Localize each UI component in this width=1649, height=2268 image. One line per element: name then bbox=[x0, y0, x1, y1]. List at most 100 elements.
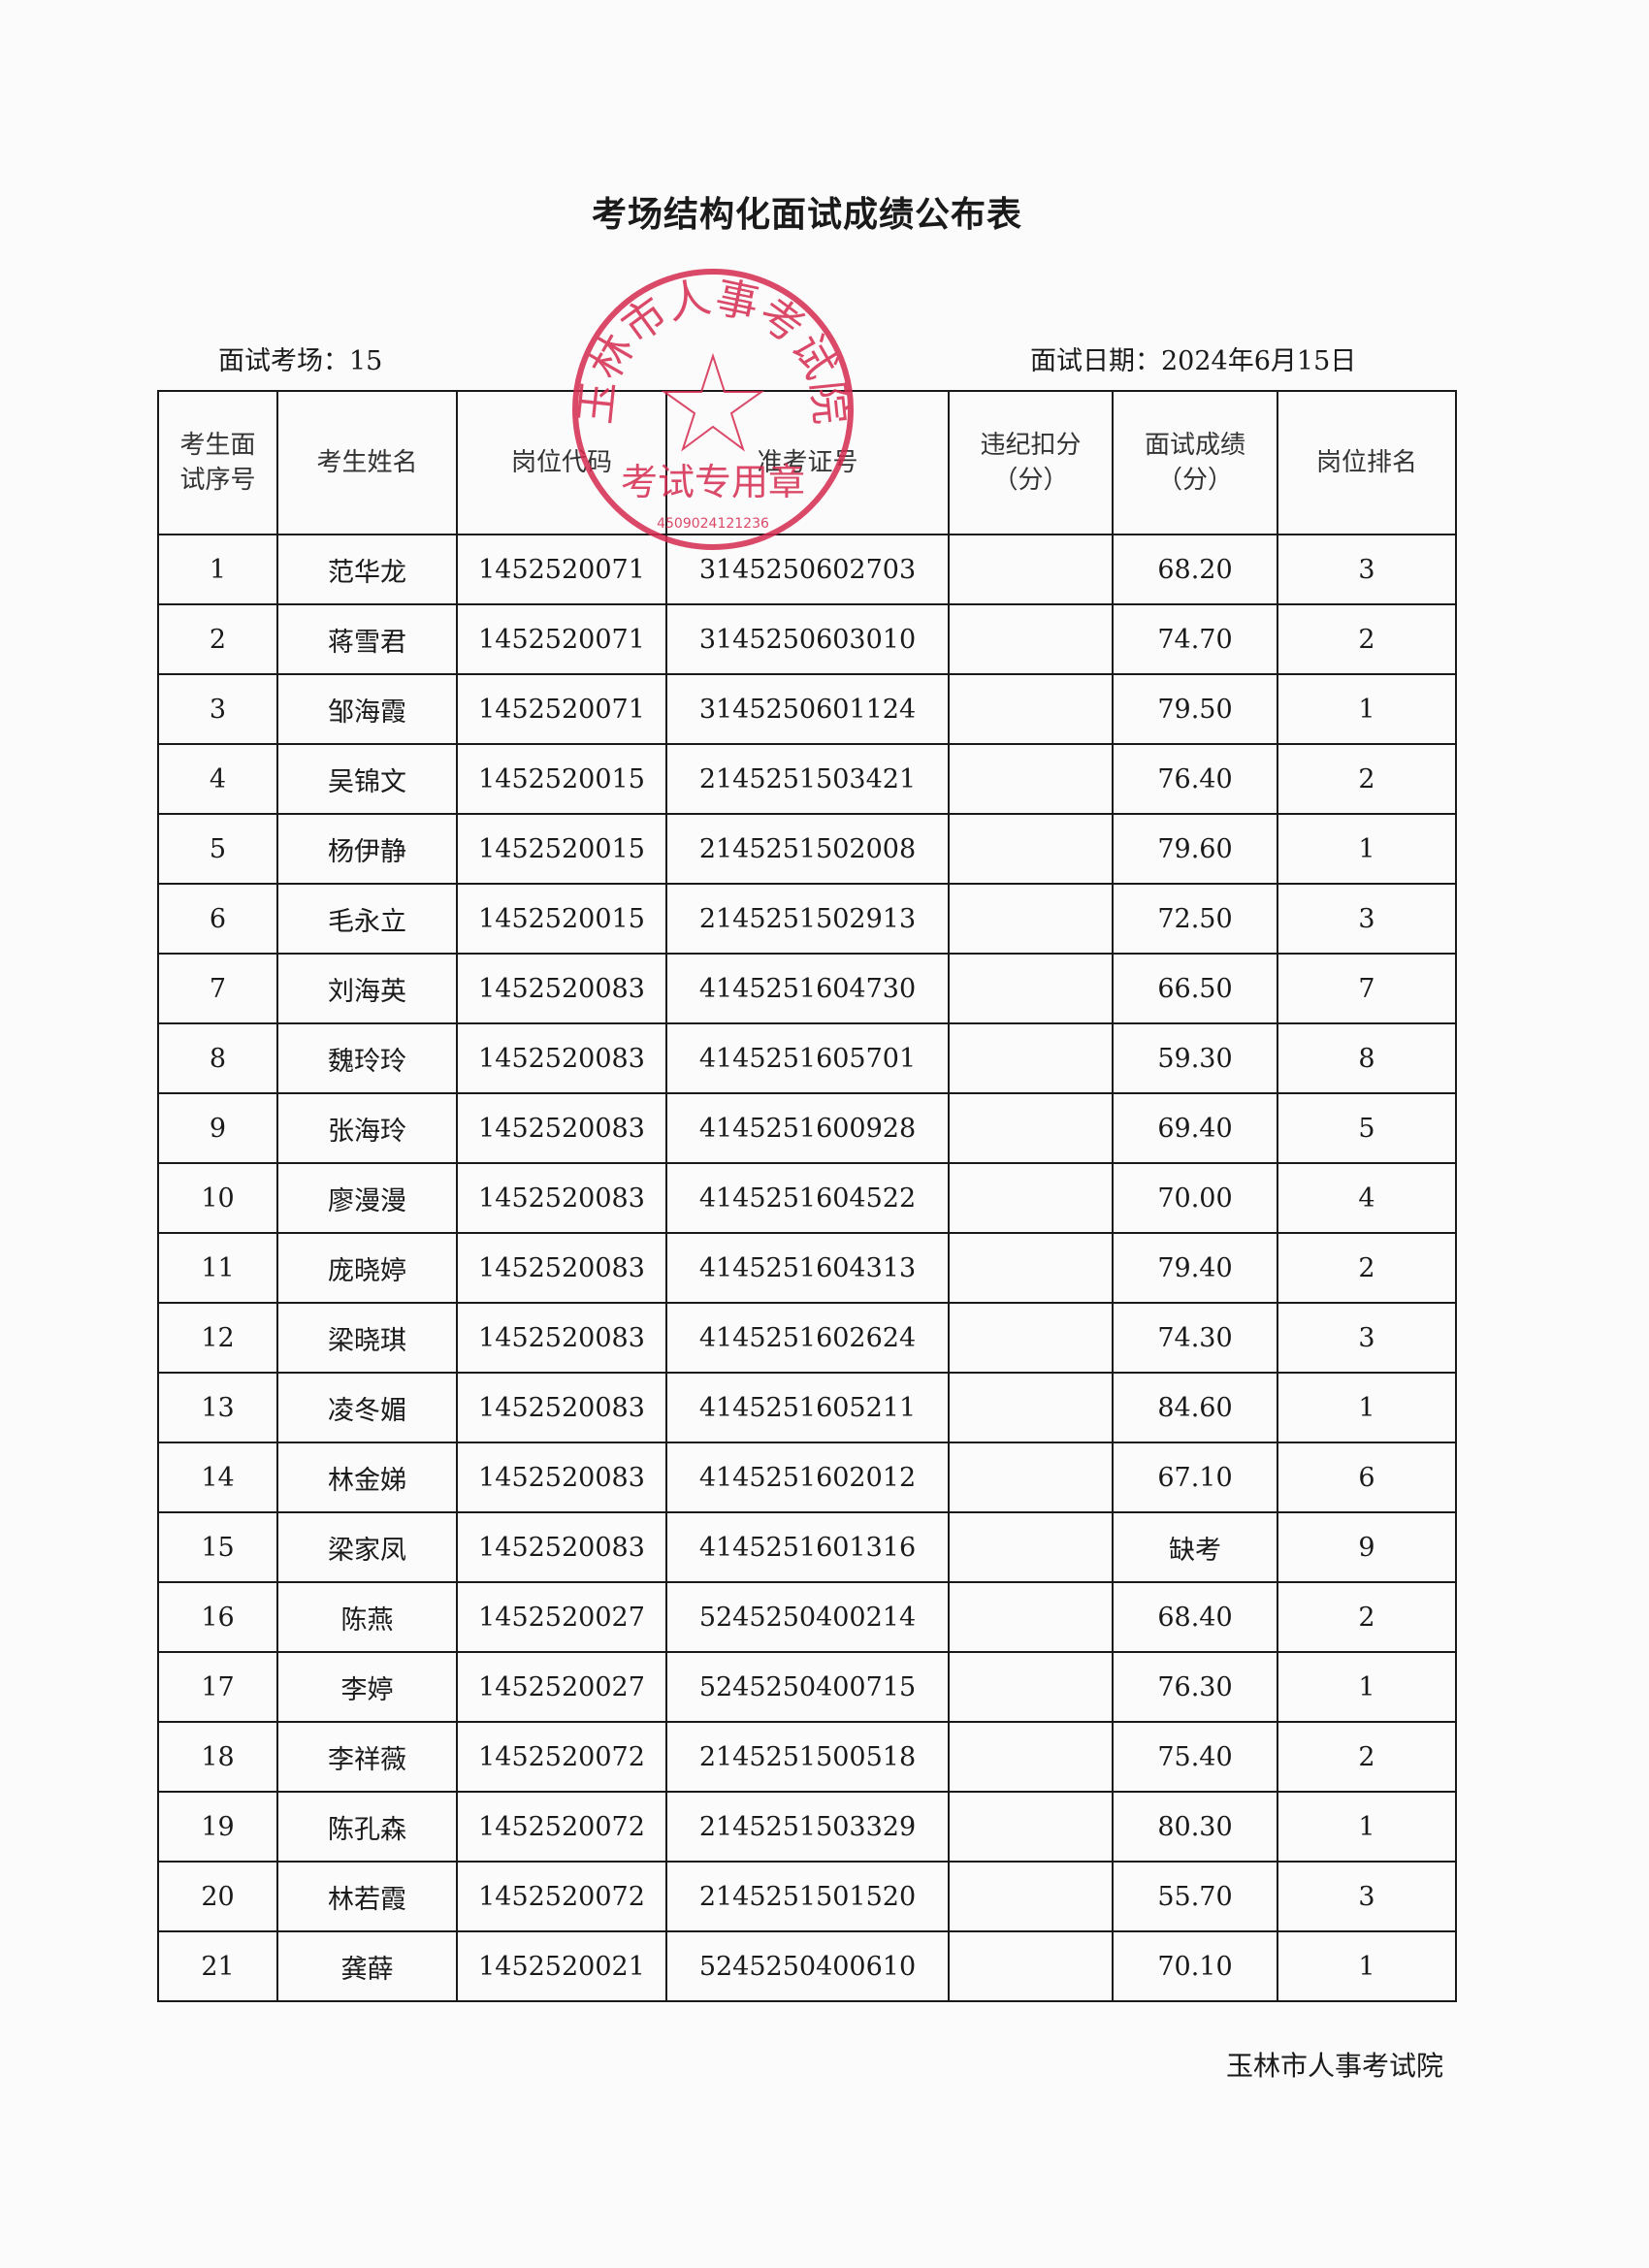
cell-score: 69.40 bbox=[1112, 1092, 1278, 1164]
table-body: 1 范华龙 1452520071 3145250602703 68.20 3 2 蒋雪君 145… bbox=[157, 534, 1457, 2002]
cell-score: 74.30 bbox=[1112, 1302, 1278, 1374]
cell-ticket-no: 4145251602012 bbox=[665, 1442, 950, 1513]
cell-seq: 16 bbox=[157, 1581, 278, 1653]
cell-rank: 6 bbox=[1277, 1442, 1457, 1513]
cell-seq: 21 bbox=[157, 1930, 278, 2002]
cell-deduction bbox=[948, 1511, 1114, 1583]
cell-seq: 6 bbox=[157, 883, 278, 955]
table-row: 3 邹海霞 1452520071 3145250601124 79.50 1 bbox=[157, 673, 1457, 745]
cell-seq: 17 bbox=[157, 1651, 278, 1723]
cell-score: 76.40 bbox=[1112, 743, 1278, 815]
cell-score: 68.20 bbox=[1112, 534, 1278, 605]
cell-rank: 2 bbox=[1277, 603, 1457, 675]
cell-score: 79.50 bbox=[1112, 673, 1278, 745]
cell-post-code: 1452520015 bbox=[456, 883, 667, 955]
cell-deduction bbox=[948, 1372, 1114, 1443]
cell-deduction bbox=[948, 1581, 1114, 1653]
header-col-post-code: 岗位代码 bbox=[456, 390, 667, 535]
cell-score: 76.30 bbox=[1112, 1651, 1278, 1723]
cell-seq: 11 bbox=[157, 1232, 278, 1304]
cell-name: 张海玲 bbox=[276, 1092, 458, 1164]
header-col-deduction: 违纪扣分（分） bbox=[948, 390, 1114, 535]
cell-seq: 18 bbox=[157, 1721, 278, 1793]
table-row: 1 范华龙 1452520071 3145250602703 68.20 3 bbox=[157, 534, 1457, 605]
cell-rank: 3 bbox=[1277, 883, 1457, 955]
cell-ticket-no: 2145251503421 bbox=[665, 743, 950, 815]
table-row: 13 凌冬媚 1452520083 4145251605211 84.60 1 bbox=[157, 1372, 1457, 1443]
cell-seq: 13 bbox=[157, 1372, 278, 1443]
table-row: 20 林若霞 1452520072 2145251501520 55.70 3 bbox=[157, 1861, 1457, 1932]
cell-seq: 10 bbox=[157, 1162, 278, 1234]
cell-post-code: 1452520083 bbox=[456, 1092, 667, 1164]
cell-name: 邹海霞 bbox=[276, 673, 458, 745]
table-row: 17 李婷 1452520027 5245250400715 76.30 1 bbox=[157, 1651, 1457, 1723]
cell-post-code: 1452520027 bbox=[456, 1651, 667, 1723]
cell-deduction bbox=[948, 813, 1114, 885]
cell-rank: 1 bbox=[1277, 1930, 1457, 2002]
cell-score: 70.10 bbox=[1112, 1930, 1278, 2002]
cell-deduction bbox=[948, 1721, 1114, 1793]
cell-deduction bbox=[948, 1930, 1114, 2002]
cell-ticket-no: 4145251602624 bbox=[665, 1302, 950, 1374]
cell-seq: 9 bbox=[157, 1092, 278, 1164]
cell-seq: 14 bbox=[157, 1442, 278, 1513]
cell-ticket-no: 4145251604522 bbox=[665, 1162, 950, 1234]
cell-name: 龚薛 bbox=[276, 1930, 458, 2002]
page-title: 考场结构化面试成绩公布表 bbox=[591, 195, 1022, 235]
table-row: 16 陈燕 1452520027 5245250400214 68.40 2 bbox=[157, 1581, 1457, 1653]
cell-name: 毛永立 bbox=[276, 883, 458, 955]
cell-rank: 7 bbox=[1277, 953, 1457, 1024]
cell-post-code: 1452520071 bbox=[456, 673, 667, 745]
cell-post-code: 1452520072 bbox=[456, 1791, 667, 1863]
cell-name: 廖漫漫 bbox=[276, 1162, 458, 1234]
cell-post-code: 1452520072 bbox=[456, 1861, 667, 1932]
cell-deduction bbox=[948, 673, 1114, 745]
cell-rank: 2 bbox=[1277, 743, 1457, 815]
table-row: 5 杨伊静 1452520015 2145251502008 79.60 1 bbox=[157, 813, 1457, 885]
cell-seq: 19 bbox=[157, 1791, 278, 1863]
header-col-name: 考生姓名 bbox=[276, 390, 458, 535]
cell-ticket-no: 2145251502913 bbox=[665, 883, 950, 955]
cell-score: 79.40 bbox=[1112, 1232, 1278, 1304]
cell-seq: 15 bbox=[157, 1511, 278, 1583]
cell-score: 68.40 bbox=[1112, 1581, 1278, 1653]
cell-name: 梁家凤 bbox=[276, 1511, 458, 1583]
cell-name: 林若霞 bbox=[276, 1861, 458, 1932]
table-row: 15 梁家凤 1452520083 4145251601316 缺考 9 bbox=[157, 1511, 1457, 1583]
cell-seq: 5 bbox=[157, 813, 278, 885]
exam-date: 面试日期：2024年6月15日 bbox=[1030, 346, 1357, 376]
cell-name: 范华龙 bbox=[276, 534, 458, 605]
table-row: 4 吴锦文 1452520015 2145251503421 76.40 2 bbox=[157, 743, 1457, 815]
header-col-rank: 岗位排名 bbox=[1277, 390, 1457, 535]
cell-name: 杨伊静 bbox=[276, 813, 458, 885]
exam-room: 面试考场：15 bbox=[218, 346, 383, 376]
header-col-score: 面试成绩（分） bbox=[1112, 390, 1278, 535]
table-row: 11 庞晓婷 1452520083 4145251604313 79.40 2 bbox=[157, 1232, 1457, 1304]
cell-deduction bbox=[948, 743, 1114, 815]
cell-post-code: 1452520071 bbox=[456, 534, 667, 605]
cell-post-code: 1452520072 bbox=[456, 1721, 667, 1793]
cell-rank: 1 bbox=[1277, 1651, 1457, 1723]
cell-ticket-no: 4145251601316 bbox=[665, 1511, 950, 1583]
cell-rank: 1 bbox=[1277, 1791, 1457, 1863]
cell-score: 72.50 bbox=[1112, 883, 1278, 955]
cell-rank: 1 bbox=[1277, 813, 1457, 885]
cell-post-code: 1452520071 bbox=[456, 603, 667, 675]
cell-post-code: 1452520083 bbox=[456, 1162, 667, 1234]
cell-score: 84.60 bbox=[1112, 1372, 1278, 1443]
cell-post-code: 1452520083 bbox=[456, 1511, 667, 1583]
cell-post-code: 1452520083 bbox=[456, 1302, 667, 1374]
cell-deduction bbox=[948, 603, 1114, 675]
cell-seq: 4 bbox=[157, 743, 278, 815]
table-header-row: 考生面试序号 考生姓名 岗位代码 准考证号 违纪扣分（分） 面试成绩（分） 岗位排名 bbox=[157, 390, 1457, 535]
cell-ticket-no: 3145250601124 bbox=[665, 673, 950, 745]
cell-post-code: 1452520083 bbox=[456, 953, 667, 1024]
cell-ticket-no: 4145251605211 bbox=[665, 1372, 950, 1443]
cell-post-code: 1452520083 bbox=[456, 1372, 667, 1443]
cell-name: 蒋雪君 bbox=[276, 603, 458, 675]
cell-rank: 1 bbox=[1277, 1372, 1457, 1443]
cell-ticket-no: 5245250400214 bbox=[665, 1581, 950, 1653]
cell-ticket-no: 2145251501520 bbox=[665, 1861, 950, 1932]
cell-ticket-no: 3145250603010 bbox=[665, 603, 950, 675]
cell-post-code: 1452520083 bbox=[456, 1442, 667, 1513]
